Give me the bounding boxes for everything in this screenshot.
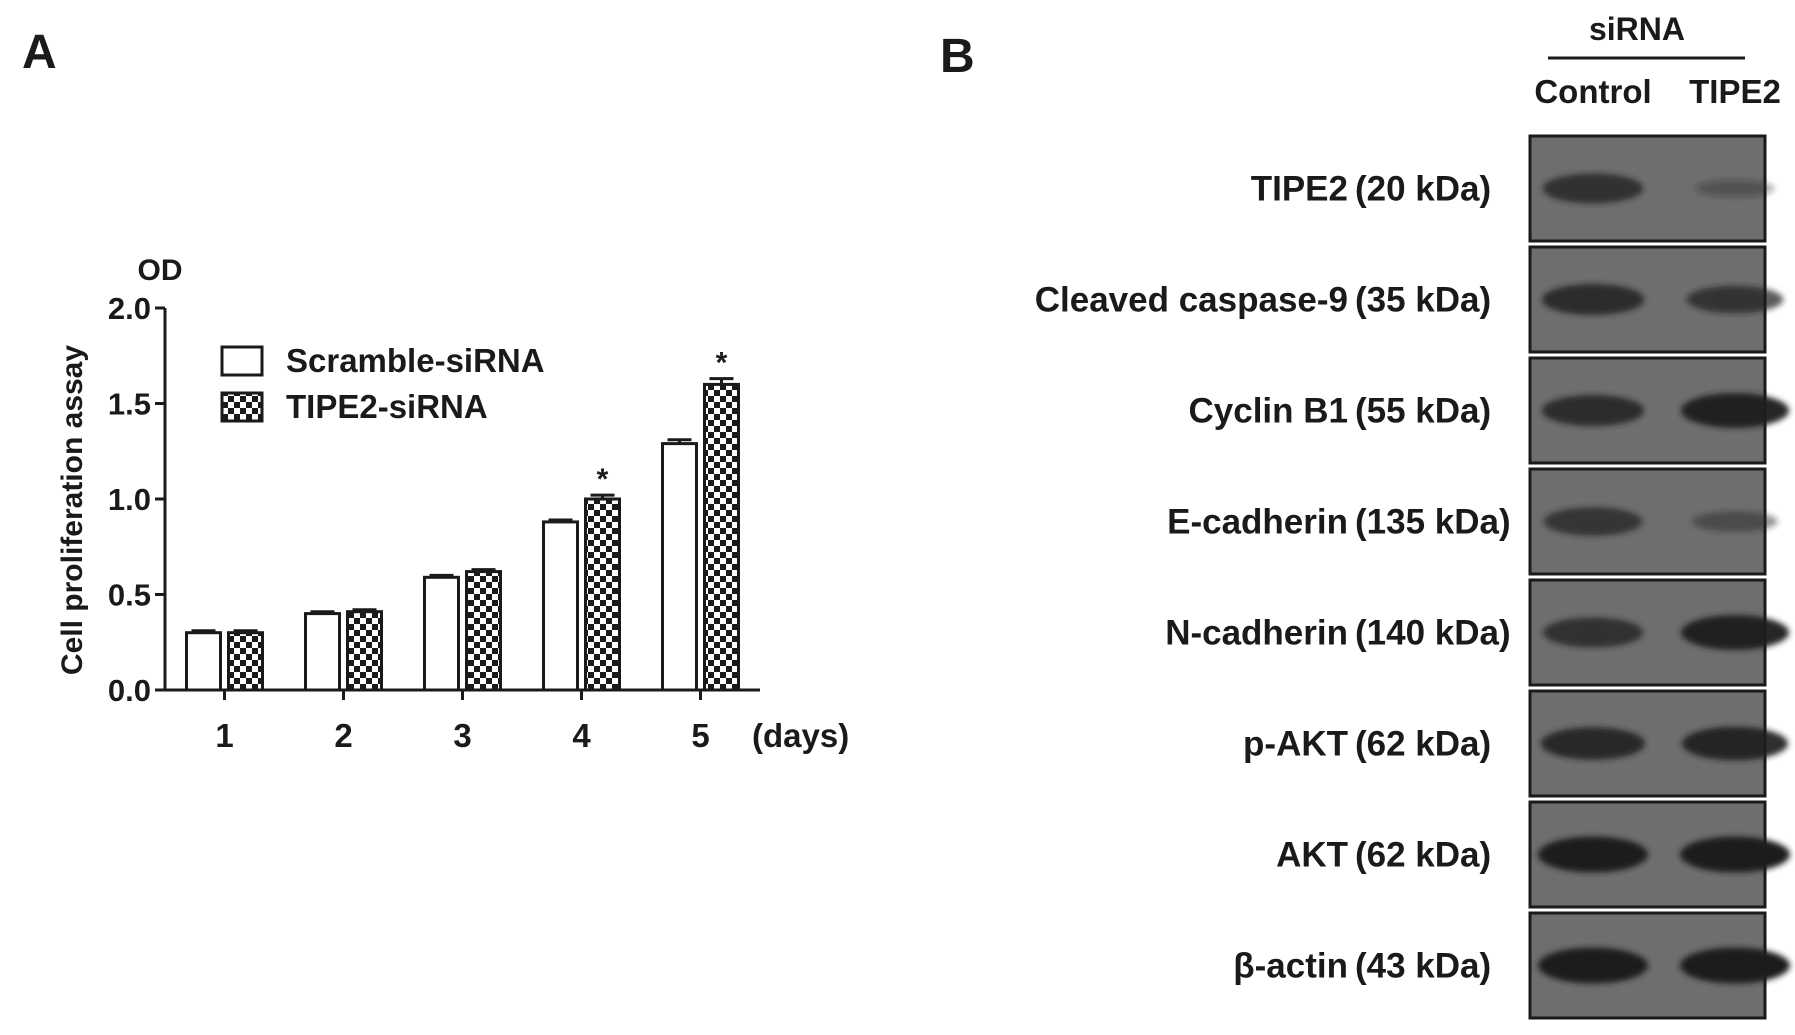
- band-tipe2: [1680, 615, 1790, 650]
- y-axis-top-label: OD: [138, 254, 183, 287]
- lane-label-tipe2: TIPE2: [1689, 73, 1781, 110]
- bar-scramble-sirna: [304, 612, 341, 692]
- y-tick-label: 1.5: [108, 387, 151, 422]
- band-tipe2: [1686, 285, 1784, 314]
- bar-scramble-sirna: [661, 442, 698, 692]
- y-tick-label: 1.0: [108, 482, 151, 517]
- group-header: siRNA: [1589, 11, 1685, 47]
- blot-size-label: (55 kDa): [1355, 392, 1491, 431]
- x-axis-unit: (days): [752, 717, 849, 754]
- blot-size-label: (62 kDa): [1355, 725, 1491, 764]
- y-tick-label: 0.0: [108, 673, 151, 708]
- panel-b-letter: B: [940, 30, 975, 83]
- legend-swatch-tipe2: [220, 391, 264, 423]
- band-tipe2: [1695, 180, 1775, 197]
- lane-label-control: Control: [1534, 73, 1651, 110]
- legend-label: TIPE2-siRNA: [286, 388, 488, 425]
- legend-swatch-scramble: [220, 345, 264, 377]
- bar-scramble-sirna: [423, 575, 460, 692]
- band-control: [1540, 727, 1646, 760]
- blot-protein-label: AKT: [1276, 836, 1348, 875]
- band-tipe2: [1692, 511, 1778, 532]
- band-tipe2: [1680, 836, 1790, 873]
- y-tick-label: 2.0: [108, 291, 151, 326]
- bar-tipe2-sirna: [346, 610, 383, 692]
- y-axis-label: Cell proliferation assay: [56, 345, 89, 675]
- x-tick-label: 5: [691, 717, 709, 754]
- band-tipe2: [1681, 726, 1789, 761]
- blot-size-label: (20 kDa): [1355, 170, 1491, 209]
- band-tipe2: [1680, 393, 1790, 428]
- blot-protein-label: TIPE2: [1251, 170, 1348, 209]
- blot-size-label: (62 kDa): [1355, 836, 1491, 875]
- x-tick-label: 4: [572, 717, 591, 754]
- blot-protein-label: Cyclin B1: [1189, 392, 1349, 431]
- band-control: [1541, 394, 1645, 427]
- band-control: [1542, 173, 1644, 204]
- western-blot-panel: TIPE2 (20 kDa) Cleaved caspase-9 (35 kDa) Cy…: [1035, 134, 1790, 1020]
- blot-size-label: (35 kDa): [1355, 281, 1491, 320]
- legend-label: Scramble-siRNA: [286, 342, 545, 379]
- bar-chart: 0.0 0.5 1.0 1.5 2.0 1 2 3 4 * 5 * Scramble-siRNA TIPE…: [108, 291, 760, 754]
- blot-protein-label: β-actin: [1233, 947, 1348, 986]
- blot-size-label: (43 kDa): [1355, 947, 1491, 986]
- significance-marker: *: [716, 347, 728, 380]
- band-control: [1542, 617, 1644, 648]
- x-tick-label: 2: [334, 717, 352, 754]
- y-tick-label: 0.5: [108, 578, 151, 613]
- blot-size-label: (135 kDa): [1355, 503, 1511, 542]
- bar-scramble-sirna: [542, 520, 579, 692]
- panel-a-letter: A: [22, 26, 57, 79]
- blot-size-label: (140 kDa): [1355, 614, 1511, 653]
- blot-protein-label: Cleaved caspase-9: [1035, 281, 1348, 320]
- bar-tipe2-sirna: [703, 382, 740, 692]
- band-control: [1538, 836, 1648, 873]
- significance-marker: *: [597, 463, 609, 496]
- blot-protein-label: N-cadherin: [1165, 614, 1348, 653]
- bar-scramble-sirna: [185, 631, 222, 692]
- bar-tipe2-sirna: [465, 570, 502, 692]
- bar-tipe2-sirna: [227, 631, 264, 692]
- blot-protein-label: E-cadherin: [1167, 503, 1348, 542]
- band-control: [1541, 283, 1645, 316]
- band-control: [1543, 507, 1643, 536]
- x-tick-label: 3: [453, 717, 471, 754]
- bar-tipe2-sirna: [584, 497, 621, 692]
- band-tipe2: [1680, 947, 1790, 984]
- blot-protein-label: p-AKT: [1243, 725, 1348, 764]
- band-control: [1538, 947, 1648, 984]
- x-tick-label: 1: [215, 717, 233, 754]
